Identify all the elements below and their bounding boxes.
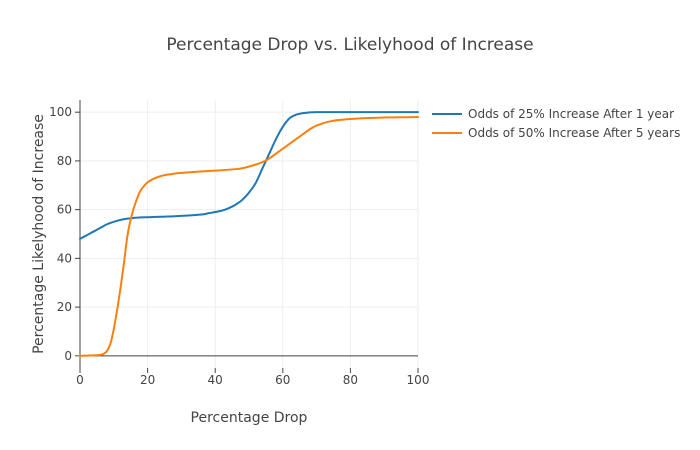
y-tick-label-3: 60 <box>57 203 72 217</box>
y-tick-label-4: 80 <box>57 154 72 168</box>
legend: Odds of 25% Increase After 1 year Odds of… <box>432 107 680 140</box>
y-tick-label-2: 40 <box>57 251 72 265</box>
x-tick-label-2: 40 <box>208 373 223 387</box>
grid-layer <box>80 100 419 368</box>
legend-label-0: Odds of 25% Increase After 1 year <box>468 107 674 121</box>
x-tick-label-3: 60 <box>275 373 290 387</box>
x-axis-title: Percentage Drop <box>191 410 308 426</box>
x-tick-label-5: 100 <box>407 373 430 387</box>
series-line-1 <box>79 116 419 357</box>
y-axis-title: Percentage Likelyhood of Increase <box>31 114 47 354</box>
x-tick-label-0: 0 <box>76 373 84 387</box>
y-tick-label-1: 20 <box>57 300 72 314</box>
legend-label-1: Odds of 50% Increase After 5 years <box>468 126 680 140</box>
series-layer <box>79 111 419 357</box>
y-tick-label-0: 0 <box>64 349 72 363</box>
axes-layer: 0 20 40 60 80 100 0 20 40 60 80 100 <box>49 100 429 387</box>
series-line-0 <box>79 111 419 240</box>
chart-title: Percentage Drop vs. Likelyhood of Increa… <box>166 35 533 55</box>
x-tick-label-1: 20 <box>140 373 155 387</box>
x-tick-label-4: 80 <box>343 373 358 387</box>
y-tick-label-5: 100 <box>49 105 72 119</box>
